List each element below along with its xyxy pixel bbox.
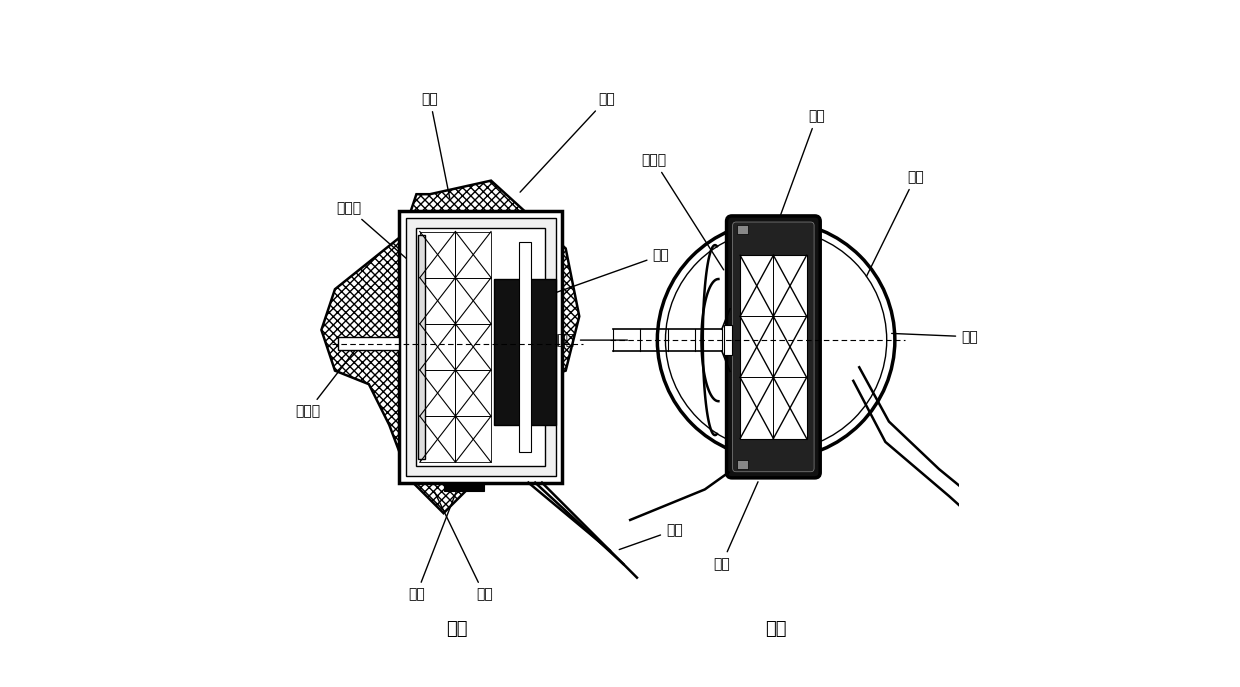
Text: 线圈: 线圈	[434, 492, 492, 602]
Text: 磁铁: 磁铁	[511, 248, 670, 308]
Text: 垫片: 垫片	[408, 492, 456, 602]
Bar	[740, 377, 774, 438]
Bar	[738, 225, 748, 234]
Bar	[740, 256, 774, 316]
Bar	[455, 278, 491, 324]
Text: 外壳: 外壳	[422, 92, 450, 199]
Bar	[455, 232, 491, 278]
Bar	[399, 211, 562, 483]
Bar	[420, 416, 455, 462]
Bar	[420, 324, 455, 370]
Text: 外壳: 外壳	[892, 330, 978, 344]
Bar	[420, 370, 455, 416]
Bar	[444, 483, 485, 491]
Circle shape	[980, 524, 990, 534]
Bar	[740, 256, 807, 438]
Bar	[774, 256, 807, 316]
Text: 出声孔: 出声孔	[549, 333, 627, 347]
Text: 垫片: 垫片	[713, 482, 758, 571]
Bar	[420, 278, 455, 324]
Text: 耳塞: 耳塞	[765, 620, 787, 638]
Text: 线圈: 线圈	[867, 170, 924, 277]
Bar	[518, 242, 531, 452]
Bar	[339, 337, 399, 350]
Bar	[724, 325, 732, 355]
Text: 出声孔: 出声孔	[295, 339, 363, 418]
Circle shape	[972, 497, 981, 506]
Text: 耳机: 耳机	[446, 620, 467, 638]
Bar	[455, 370, 491, 416]
Text: 引线: 引线	[619, 523, 683, 550]
FancyBboxPatch shape	[733, 222, 815, 472]
Bar	[738, 460, 748, 469]
Bar	[418, 235, 424, 459]
Bar	[774, 377, 807, 438]
Bar	[495, 279, 556, 425]
Text: 磁板: 磁板	[520, 92, 615, 192]
Bar	[407, 218, 556, 476]
Bar	[740, 316, 774, 377]
Bar	[455, 324, 491, 370]
Polygon shape	[321, 181, 579, 513]
Bar	[417, 228, 546, 466]
Text: 磁铁: 磁铁	[780, 109, 825, 215]
FancyBboxPatch shape	[727, 216, 820, 478]
Bar	[774, 316, 807, 377]
Bar	[455, 416, 491, 462]
Text: 振动膜: 振动膜	[336, 201, 424, 274]
Text: 振动膜: 振动膜	[641, 153, 724, 270]
Bar	[420, 232, 455, 278]
